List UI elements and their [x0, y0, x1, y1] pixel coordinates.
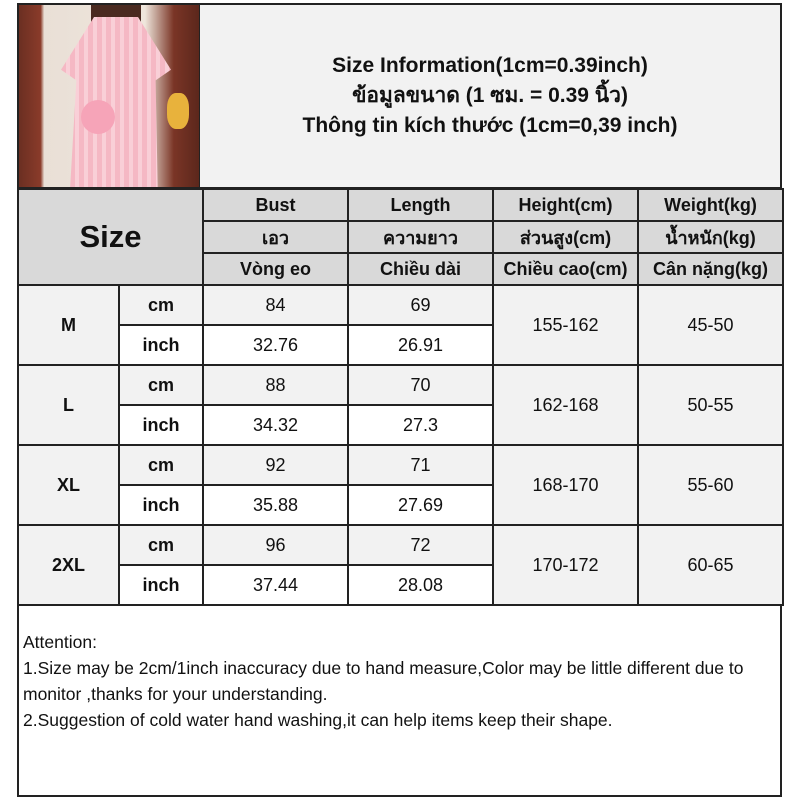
header-row-th: เอว ความยาว ส่วนสูง(cm) น้ำหนัก(kg)	[18, 220, 784, 254]
header-row-en: Size Bust Length Height(cm) Weight(kg)	[17, 188, 784, 286]
col-weight-th: น้ำหนัก(kg)	[637, 220, 784, 254]
col-length-th: ความยาว	[347, 220, 494, 254]
length-inch: 27.69	[347, 484, 494, 526]
size-table: Size Bust Length Height(cm) Weight(kg) เ…	[17, 188, 784, 606]
unit-inch: inch	[118, 324, 204, 366]
bust-cm: 96	[202, 524, 349, 566]
weight-range: 45-50	[637, 284, 784, 366]
length-inch: 27.3	[347, 404, 494, 446]
bust-inch: 35.88	[202, 484, 349, 526]
size-info-title: Size Information(1cm=0.39inch) ข้อมูลขนา…	[200, 3, 782, 189]
col-height-vi: Chiều cao(cm)	[492, 252, 639, 286]
col-bust: Bust	[202, 188, 349, 222]
attention-notes: Attention: 1.Size may be 2cm/1inch inacc…	[17, 627, 782, 797]
photo-dress	[61, 17, 171, 187]
photo-bear	[167, 93, 189, 129]
length-cm: 71	[347, 444, 494, 486]
col-height: Height(cm)	[492, 188, 639, 222]
attention-note: 1.Size may be 2cm/1inch inaccuracy due t…	[23, 658, 744, 704]
attention-heading: Attention:	[23, 632, 97, 652]
weight-range: 50-55	[637, 364, 784, 446]
unit-cm: cm	[118, 284, 204, 326]
photo-plush	[81, 100, 115, 134]
weight-range: 60-65	[637, 524, 784, 606]
bust-inch: 37.44	[202, 564, 349, 606]
length-cm: 69	[347, 284, 494, 326]
table-row-inch: inch 32.76 26.91	[18, 324, 783, 366]
length-inch: 26.91	[347, 324, 494, 366]
size-label: 2XL	[17, 524, 120, 606]
col-length: Length	[347, 188, 494, 222]
table-row-inch: inch 37.44 28.08	[18, 564, 783, 606]
length-inch: 28.08	[347, 564, 494, 606]
height-range: 170-172	[492, 524, 639, 606]
unit-cm: cm	[118, 524, 204, 566]
bust-inch: 34.32	[202, 404, 349, 446]
col-weight-vi: Cân nặng(kg)	[637, 252, 784, 286]
table-row-inch: inch 35.88 27.69	[18, 484, 783, 526]
height-range: 168-170	[492, 444, 639, 526]
height-range: 162-168	[492, 364, 639, 446]
title-vi: Thông tin kích thước (1cm=0,39 inch)	[302, 114, 678, 137]
col-length-vi: Chiều dài	[347, 252, 494, 286]
col-bust-th: เอว	[202, 220, 349, 254]
weight-range: 55-60	[637, 444, 784, 526]
unit-cm: cm	[118, 364, 204, 406]
title-en: Size Information(1cm=0.39inch)	[332, 54, 648, 77]
size-label: M	[17, 284, 120, 366]
bust-cm: 84	[202, 284, 349, 326]
product-photo	[17, 3, 201, 189]
table-row-cm: 2XL cm 96 72 170-172 60-65	[17, 524, 784, 606]
unit-cm: cm	[118, 444, 204, 486]
size-label: L	[17, 364, 120, 446]
bust-inch: 32.76	[202, 324, 349, 366]
unit-inch: inch	[118, 564, 204, 606]
size-label: XL	[17, 444, 120, 526]
length-cm: 70	[347, 364, 494, 406]
unit-inch: inch	[118, 484, 204, 526]
col-bust-vi: Vòng eo	[202, 252, 349, 286]
header-row-vi: Vòng eo Chiều dài Chiều cao(cm) Cân nặng…	[18, 252, 784, 286]
height-range: 155-162	[492, 284, 639, 366]
bust-cm: 92	[202, 444, 349, 486]
attention-note: 2.Suggestion of cold water hand washing,…	[23, 710, 613, 730]
table-row-inch: inch 34.32 27.3	[18, 404, 783, 446]
length-cm: 72	[347, 524, 494, 566]
size-header: Size	[17, 188, 204, 286]
col-height-th: ส่วนสูง(cm)	[492, 220, 639, 254]
table-row-cm: XL cm 92 71 168-170 55-60	[17, 444, 784, 526]
col-weight: Weight(kg)	[637, 188, 784, 222]
unit-inch: inch	[118, 404, 204, 446]
bust-cm: 88	[202, 364, 349, 406]
title-th: ข้อมูลขนาด (1 ซม. = 0.39 นิ้ว)	[352, 84, 628, 107]
